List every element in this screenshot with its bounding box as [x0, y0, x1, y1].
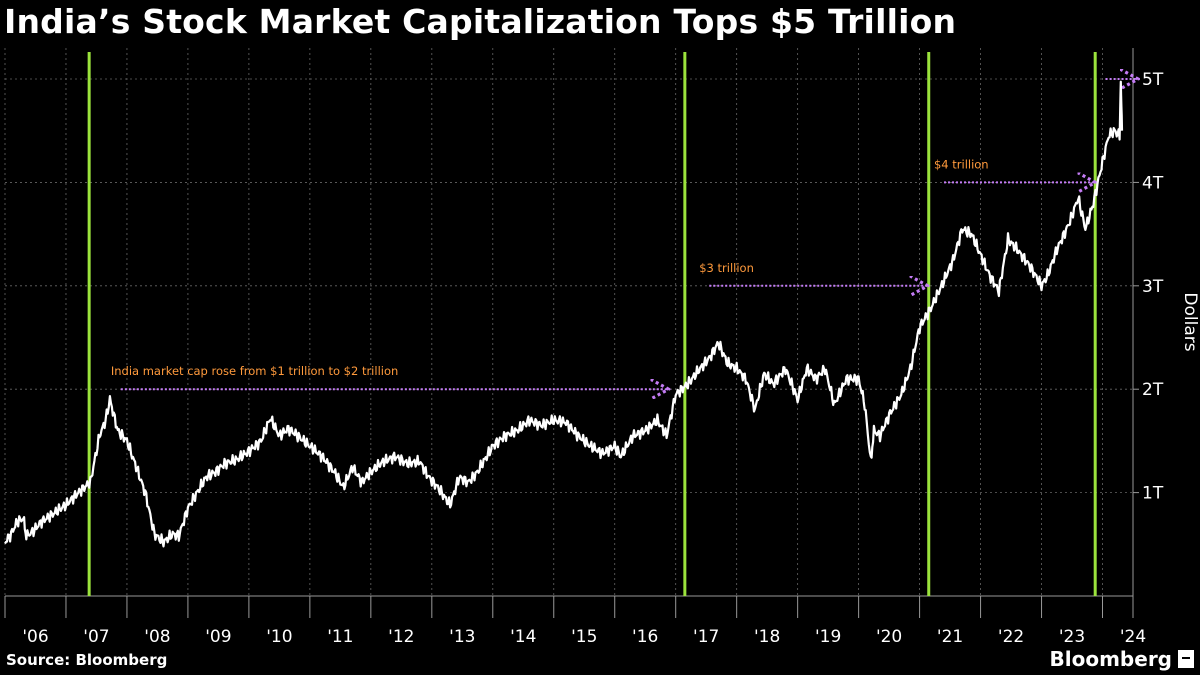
x-tick-label: '18 — [754, 627, 780, 647]
x-tick-label: '21 — [937, 627, 963, 647]
y-tick-label: 4T — [1142, 173, 1164, 193]
milestone-label: India market cap rose from $1 trillion t… — [111, 364, 398, 378]
y-tick-label: 2T — [1142, 380, 1164, 400]
x-tick-label: '17 — [693, 627, 719, 647]
brand-name: Bloomberg — [1049, 647, 1172, 671]
x-tick-label: '07 — [83, 627, 109, 647]
y-axis-title: Dollars — [1180, 292, 1200, 351]
x-tick-label: '08 — [144, 627, 170, 647]
x-tick-label: '24 — [1120, 627, 1146, 647]
y-tick-label: 3T — [1142, 277, 1164, 297]
x-tick-label: '12 — [388, 627, 414, 647]
x-tick-label: '06 — [22, 627, 48, 647]
x-tick-label: '23 — [1059, 627, 1085, 647]
x-tick-label: '19 — [815, 627, 841, 647]
x-tick-label: '10 — [266, 627, 292, 647]
terminal-icon — [1178, 650, 1194, 668]
milestone-label: $3 trillion — [699, 261, 754, 275]
x-tick-label: '14 — [510, 627, 536, 647]
brand-logo: Bloomberg — [1050, 647, 1194, 671]
y-tick-label: 1T — [1142, 484, 1164, 504]
x-tick-label: '11 — [327, 627, 353, 647]
x-tick-label: '13 — [449, 627, 475, 647]
x-tick-label: '22 — [998, 627, 1024, 647]
source-note: Source: Bloomberg — [6, 651, 168, 669]
milestone-label: $4 trillion — [934, 157, 989, 171]
x-tick-label: '20 — [876, 627, 902, 647]
chart-title: India’s Stock Market Capitalization Tops… — [4, 2, 957, 41]
y-tick-label: 5T — [1142, 70, 1164, 90]
x-tick-label: '15 — [571, 627, 597, 647]
x-tick-label: '09 — [205, 627, 231, 647]
x-tick-label: '16 — [632, 627, 658, 647]
series-line-market-cap — [4, 80, 1124, 548]
